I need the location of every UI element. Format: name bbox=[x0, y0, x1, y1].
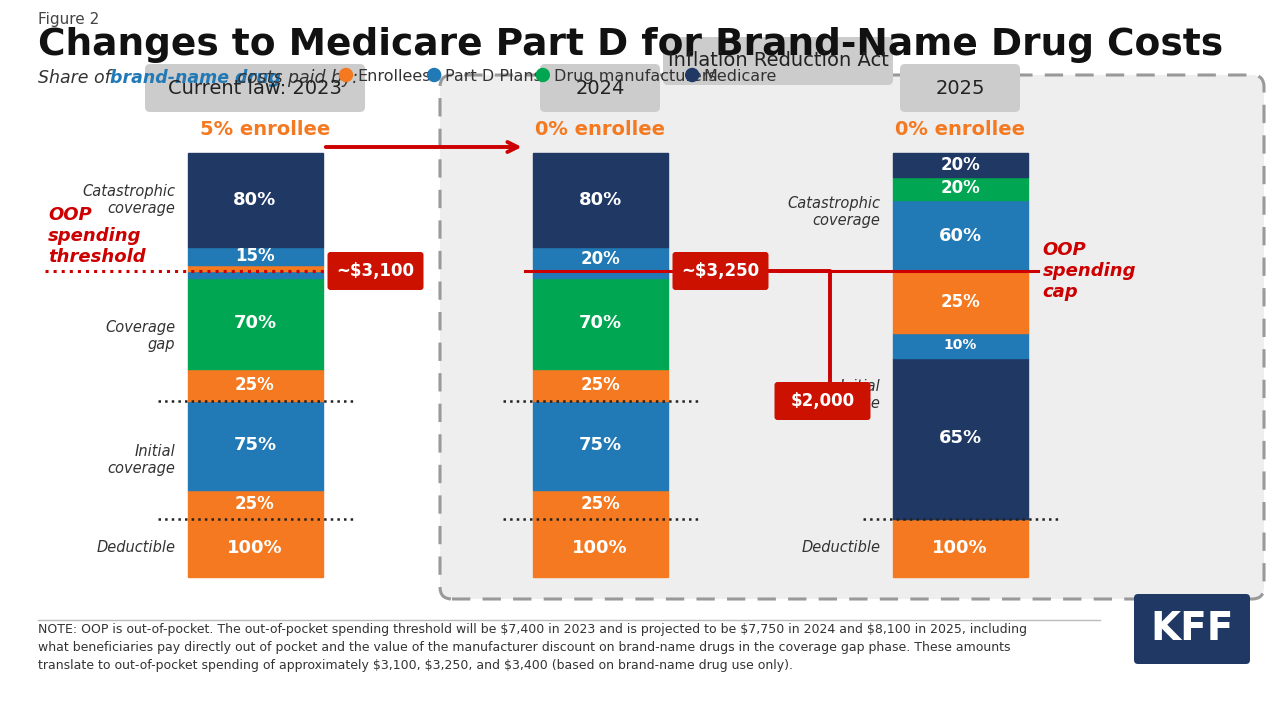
FancyBboxPatch shape bbox=[1134, 594, 1251, 664]
FancyBboxPatch shape bbox=[540, 64, 660, 112]
Text: 75%: 75% bbox=[233, 436, 276, 454]
Text: 100%: 100% bbox=[572, 539, 627, 557]
Text: 25%: 25% bbox=[236, 376, 275, 394]
Text: 65%: 65% bbox=[938, 429, 982, 447]
Text: Inflation Reduction Act: Inflation Reduction Act bbox=[668, 52, 888, 71]
Bar bbox=[892, 333, 1028, 358]
Text: 80%: 80% bbox=[579, 192, 622, 210]
Text: 25%: 25% bbox=[580, 376, 620, 394]
Bar bbox=[532, 248, 667, 271]
Text: 75%: 75% bbox=[579, 436, 622, 454]
Bar bbox=[187, 265, 323, 271]
Bar bbox=[892, 153, 1028, 176]
FancyBboxPatch shape bbox=[440, 75, 1265, 599]
Text: 2024: 2024 bbox=[575, 78, 625, 97]
Text: 0% enrollee: 0% enrollee bbox=[895, 120, 1025, 139]
Text: 10%: 10% bbox=[943, 338, 977, 352]
FancyBboxPatch shape bbox=[328, 252, 424, 290]
Text: ~$3,100: ~$3,100 bbox=[337, 262, 415, 280]
Text: 20%: 20% bbox=[940, 179, 980, 197]
Bar bbox=[187, 248, 323, 265]
Bar bbox=[532, 490, 667, 519]
Bar bbox=[892, 271, 1028, 333]
Circle shape bbox=[536, 68, 549, 81]
Text: 100%: 100% bbox=[227, 539, 283, 557]
Text: Share of: Share of bbox=[38, 69, 116, 87]
Text: 20%: 20% bbox=[940, 156, 980, 174]
Bar bbox=[892, 200, 1028, 271]
Bar bbox=[532, 369, 667, 401]
Text: Part D Plans: Part D Plans bbox=[445, 69, 541, 84]
FancyBboxPatch shape bbox=[145, 64, 365, 112]
Bar bbox=[187, 153, 323, 248]
Text: 5% enrollee: 5% enrollee bbox=[200, 120, 330, 139]
Bar bbox=[532, 277, 667, 369]
Text: KFF: KFF bbox=[1151, 610, 1234, 648]
Text: OOP
spending
threshold: OOP spending threshold bbox=[49, 207, 146, 266]
Bar bbox=[532, 401, 667, 490]
Circle shape bbox=[686, 68, 699, 81]
Text: 20%: 20% bbox=[580, 250, 620, 268]
Text: Current law: 2023: Current law: 2023 bbox=[168, 78, 342, 97]
Bar bbox=[187, 277, 323, 369]
Text: $2,000: $2,000 bbox=[791, 392, 855, 410]
Bar bbox=[187, 519, 323, 577]
Text: ~$3,250: ~$3,250 bbox=[681, 262, 759, 280]
Text: NOTE: OOP is out-of-pocket. The out-of-pocket spending threshold will be $7,400 : NOTE: OOP is out-of-pocket. The out-of-p… bbox=[38, 623, 1027, 672]
Text: 15%: 15% bbox=[236, 247, 275, 265]
Bar bbox=[532, 153, 667, 248]
Text: 25%: 25% bbox=[580, 495, 620, 513]
Text: 25%: 25% bbox=[236, 495, 275, 513]
FancyBboxPatch shape bbox=[900, 64, 1020, 112]
FancyBboxPatch shape bbox=[672, 252, 768, 290]
Text: Deductible: Deductible bbox=[801, 541, 881, 556]
Text: 80%: 80% bbox=[233, 192, 276, 210]
Text: 25%: 25% bbox=[940, 293, 980, 311]
Text: OOP
spending
cap: OOP spending cap bbox=[1042, 241, 1137, 301]
Text: Drug manufacturers: Drug manufacturers bbox=[554, 69, 717, 84]
Text: Initial
coverage: Initial coverage bbox=[813, 379, 881, 411]
Text: Changes to Medicare Part D for Brand-Name Drug Costs: Changes to Medicare Part D for Brand-Nam… bbox=[38, 27, 1224, 63]
Text: Catastrophic
coverage: Catastrophic coverage bbox=[787, 196, 881, 228]
Text: 70%: 70% bbox=[233, 314, 276, 332]
Text: 0% enrollee: 0% enrollee bbox=[535, 120, 666, 139]
Bar bbox=[187, 490, 323, 519]
Text: Enrollees: Enrollees bbox=[357, 69, 430, 84]
Text: 70%: 70% bbox=[579, 314, 622, 332]
Text: costs paid by:: costs paid by: bbox=[232, 69, 358, 87]
Circle shape bbox=[339, 68, 352, 81]
Bar bbox=[187, 271, 323, 277]
Text: Deductible: Deductible bbox=[96, 541, 175, 556]
Text: Initial
coverage: Initial coverage bbox=[108, 444, 175, 476]
Circle shape bbox=[428, 68, 440, 81]
Bar bbox=[892, 358, 1028, 519]
Text: Catastrophic
coverage: Catastrophic coverage bbox=[82, 184, 175, 217]
Text: Medicare: Medicare bbox=[703, 69, 777, 84]
Bar bbox=[532, 271, 667, 277]
Text: Figure 2: Figure 2 bbox=[38, 12, 100, 27]
Text: brand-name drug: brand-name drug bbox=[110, 69, 282, 87]
FancyBboxPatch shape bbox=[774, 382, 870, 420]
FancyBboxPatch shape bbox=[663, 37, 893, 85]
Text: Coverage
gap: Coverage gap bbox=[105, 320, 175, 352]
Bar bbox=[892, 176, 1028, 200]
Text: 100%: 100% bbox=[932, 539, 988, 557]
Bar bbox=[187, 401, 323, 490]
Bar bbox=[532, 519, 667, 577]
Text: 2025: 2025 bbox=[936, 78, 984, 97]
Text: 60%: 60% bbox=[938, 227, 982, 245]
Bar bbox=[187, 369, 323, 401]
Bar bbox=[892, 519, 1028, 577]
